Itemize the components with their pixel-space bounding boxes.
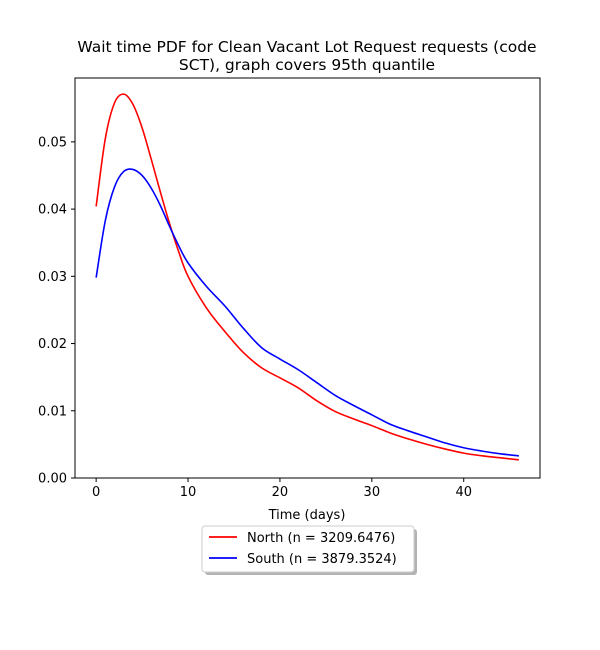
chart-title-line-2: SCT), graph covers 95th quantile: [179, 56, 435, 74]
legend-box: [201, 525, 415, 573]
y-tick-label: 0.00: [38, 472, 67, 487]
legend-label-south: South (n = 3879.3524): [247, 552, 397, 567]
x-tick-label: 40: [455, 485, 472, 500]
x-tick-label: 20: [272, 485, 289, 500]
series-line-south: [95, 168, 519, 457]
y-tick-label: 0.04: [38, 203, 67, 218]
chart-title-line-1: Wait time PDF for Clean Vacant Lot Reque…: [77, 38, 536, 56]
x-tick-label: 10: [180, 485, 197, 500]
x-tick-label: 0: [92, 485, 100, 500]
legend: North (n = 3209.6476) South (n = 3879.35…: [201, 525, 417, 575]
plot-frame: [74, 77, 541, 479]
series-line-north: [95, 93, 519, 461]
y-tick-label: 0.03: [38, 270, 67, 285]
series-layer: [95, 93, 519, 461]
y-tick-label: 0.05: [38, 135, 67, 150]
x-axis-label: Time (days): [268, 508, 346, 523]
ticks-layer: 0 10 20 30 40 0.00 0.01 0.02 0.03 0.04 0.05: [38, 135, 472, 500]
y-tick-label: 0.02: [38, 337, 67, 352]
y-tick-label: 0.01: [38, 404, 67, 419]
legend-label-north: North (n = 3209.6476): [247, 531, 395, 546]
x-tick-label: 30: [364, 485, 381, 500]
